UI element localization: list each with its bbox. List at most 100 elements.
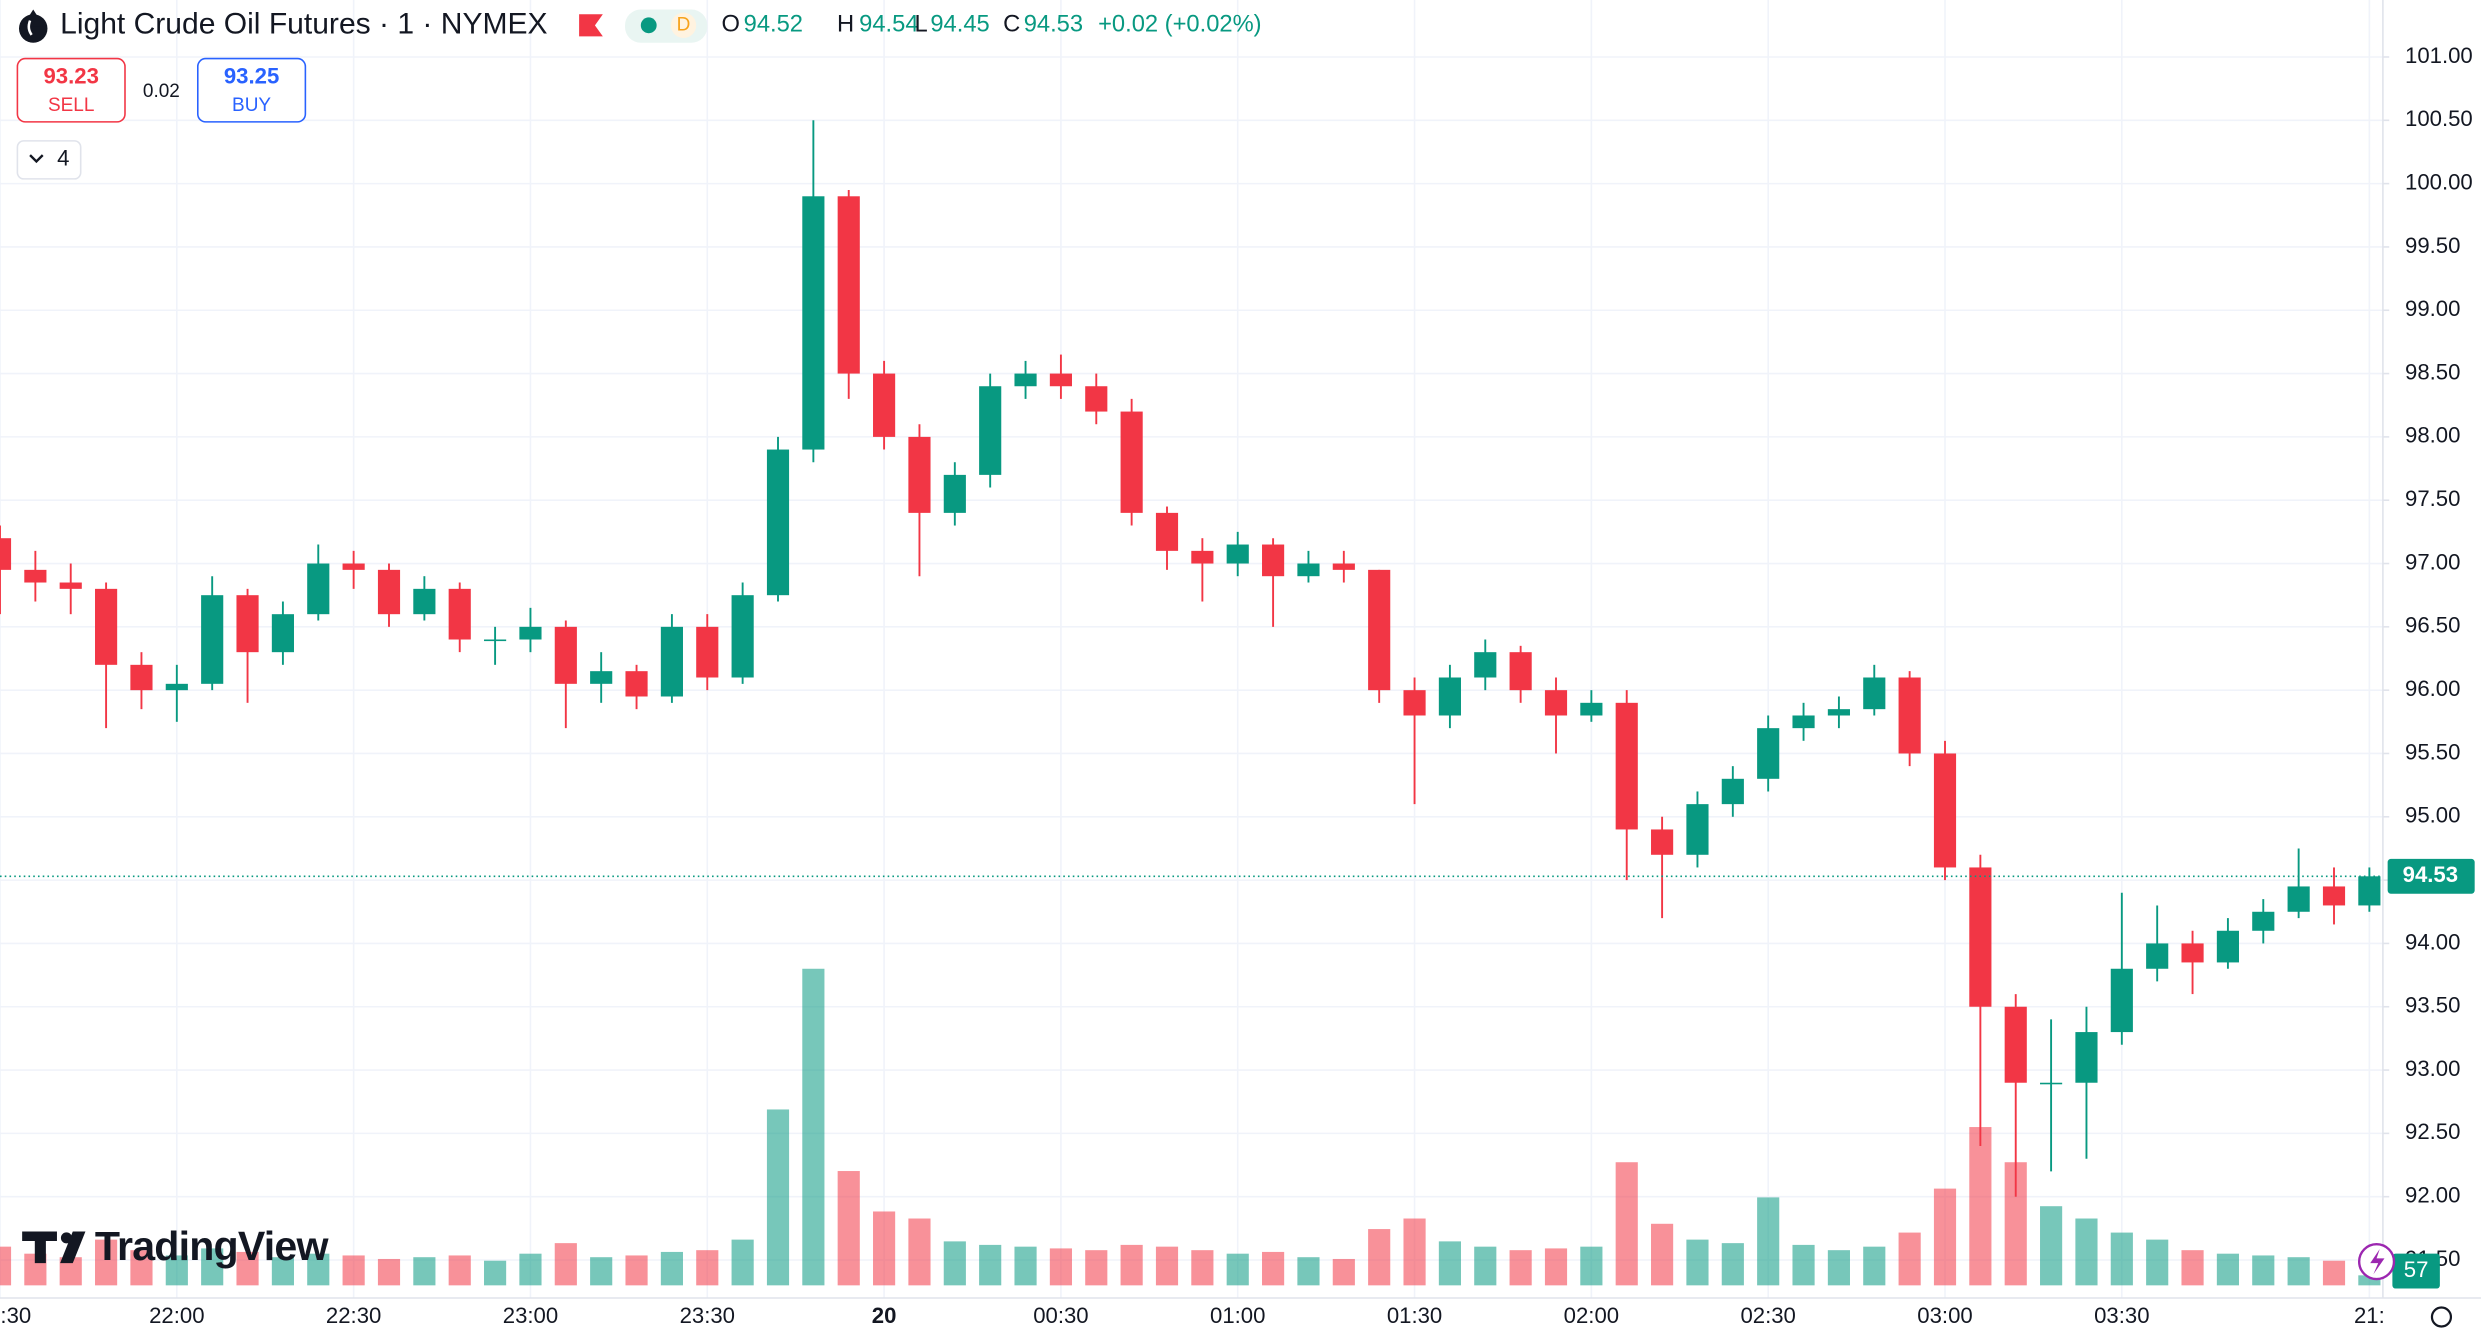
volume-bar (2004, 1162, 2027, 1286)
candle-body (837, 196, 860, 374)
candle-body (1792, 715, 1815, 729)
candle-body (377, 569, 401, 615)
volume-bar (731, 1239, 754, 1286)
volume-bar (307, 1253, 330, 1286)
candle-body (1262, 544, 1285, 577)
candle-body (1580, 702, 1603, 716)
y-tick-label: 93.50 (2405, 993, 2460, 1018)
candle-body (1368, 569, 1391, 691)
volume-bar (95, 1239, 118, 1286)
candle-body (95, 588, 118, 665)
volume-bar (1898, 1232, 1921, 1286)
volume-bar (943, 1241, 966, 1286)
sell-button[interactable] (16, 57, 126, 123)
logo-part (60, 1231, 86, 1264)
candle-body (1403, 690, 1426, 716)
volume-bar (1544, 1248, 1568, 1286)
change: +0.02 (+0.02%) (1098, 12, 1261, 38)
candle-body (271, 614, 294, 653)
buy-label: BUY (232, 95, 271, 116)
volume-bar (696, 1250, 719, 1286)
x-tick-label: 21: (2354, 1303, 2385, 1328)
candle-body (2287, 886, 2310, 912)
volume-bar (1368, 1229, 1391, 1286)
volume-bar (484, 1260, 507, 1286)
candle-body (979, 386, 1002, 475)
indicator-count: 4 (57, 146, 69, 171)
candle-body (2322, 886, 2346, 906)
volume-bar (1827, 1250, 1850, 1286)
candle-body (731, 595, 754, 678)
volume-bar (1933, 1188, 1957, 1286)
volume-bar (1615, 1162, 1638, 1286)
candle-body (908, 436, 931, 513)
x-tick-label: 01:30 (1387, 1303, 1442, 1328)
volume-bar (342, 1255, 365, 1286)
candle-body (1933, 753, 1957, 868)
y-tick-label: 95.00 (2405, 803, 2460, 828)
x-tick-label: 03:00 (1917, 1303, 1972, 1328)
volume-bar (1191, 1250, 1214, 1286)
candle-body (873, 373, 896, 437)
candle-body (1085, 386, 1108, 412)
candle-body (130, 664, 153, 691)
candle-body (448, 588, 471, 640)
x-tick-label: 02:30 (1740, 1303, 1795, 1328)
y-tick-label: 96.50 (2405, 613, 2460, 638)
sell-price: 93.23 (44, 63, 99, 88)
watermark-text: TradingView (95, 1223, 330, 1269)
volume-bar (2216, 1253, 2239, 1286)
y-tick-label: 100.50 (2405, 106, 2473, 131)
candle-body (519, 626, 542, 640)
buy-button[interactable] (196, 57, 307, 123)
volume-bar (2181, 1250, 2204, 1286)
candle-body (1155, 512, 1179, 551)
badge-circle (670, 12, 697, 38)
volume-bar (1014, 1246, 1037, 1286)
candle-body (1474, 652, 1497, 678)
volume-bar (590, 1257, 613, 1286)
candle-body (484, 639, 507, 642)
y-tick-label: 98.00 (2405, 423, 2460, 448)
candle-body (24, 569, 47, 583)
last-price-box (2387, 858, 2475, 894)
candle-body (2181, 943, 2204, 963)
volume-bar (1297, 1257, 1320, 1286)
y-tick-label: 97.00 (2405, 549, 2460, 574)
candle-body (2146, 943, 2169, 969)
symbol-title[interactable]: Light Crude Oil Futures · 1 · NYMEX (60, 7, 547, 40)
volume-layer (0, 968, 2381, 1286)
candle-body (1191, 550, 1214, 564)
volume-bar (377, 1258, 401, 1286)
volume-bar (2322, 1260, 2346, 1286)
x-tick-label: 00:30 (1033, 1303, 1088, 1328)
candle-body (1226, 544, 1249, 564)
volume-bar (873, 1211, 896, 1286)
x-tick-label: 22:30 (326, 1303, 381, 1328)
candle-body (2216, 930, 2239, 963)
volume-bar (130, 1250, 153, 1286)
candle-body (2040, 1082, 2063, 1085)
grid (0, 0, 2383, 1299)
volume-value-label: 57 (2404, 1257, 2429, 1282)
flag-icon[interactable] (579, 14, 603, 37)
volume-bar (1403, 1218, 1426, 1286)
candle-body (201, 595, 224, 684)
x-tick-label: 23:30 (680, 1303, 735, 1328)
symbol-icon-tip (22, 9, 45, 27)
volume-bar (2252, 1255, 2275, 1286)
volume-bar (1580, 1246, 1603, 1286)
x-tick-label: 22:00 (149, 1303, 204, 1328)
indicators-toggle[interactable] (16, 140, 82, 180)
x-tick-label: 03:30 (2094, 1303, 2149, 1328)
y-tick-label: 96.00 (2405, 676, 2460, 701)
chevron (29, 154, 44, 164)
volume-bar (2287, 1257, 2310, 1286)
candle-body (625, 671, 648, 697)
settings-icon[interactable] (2430, 1306, 2453, 1328)
candle-body (766, 449, 790, 596)
y-tick-label: 101.50 (2405, 0, 2473, 5)
candle-body (0, 538, 12, 570)
